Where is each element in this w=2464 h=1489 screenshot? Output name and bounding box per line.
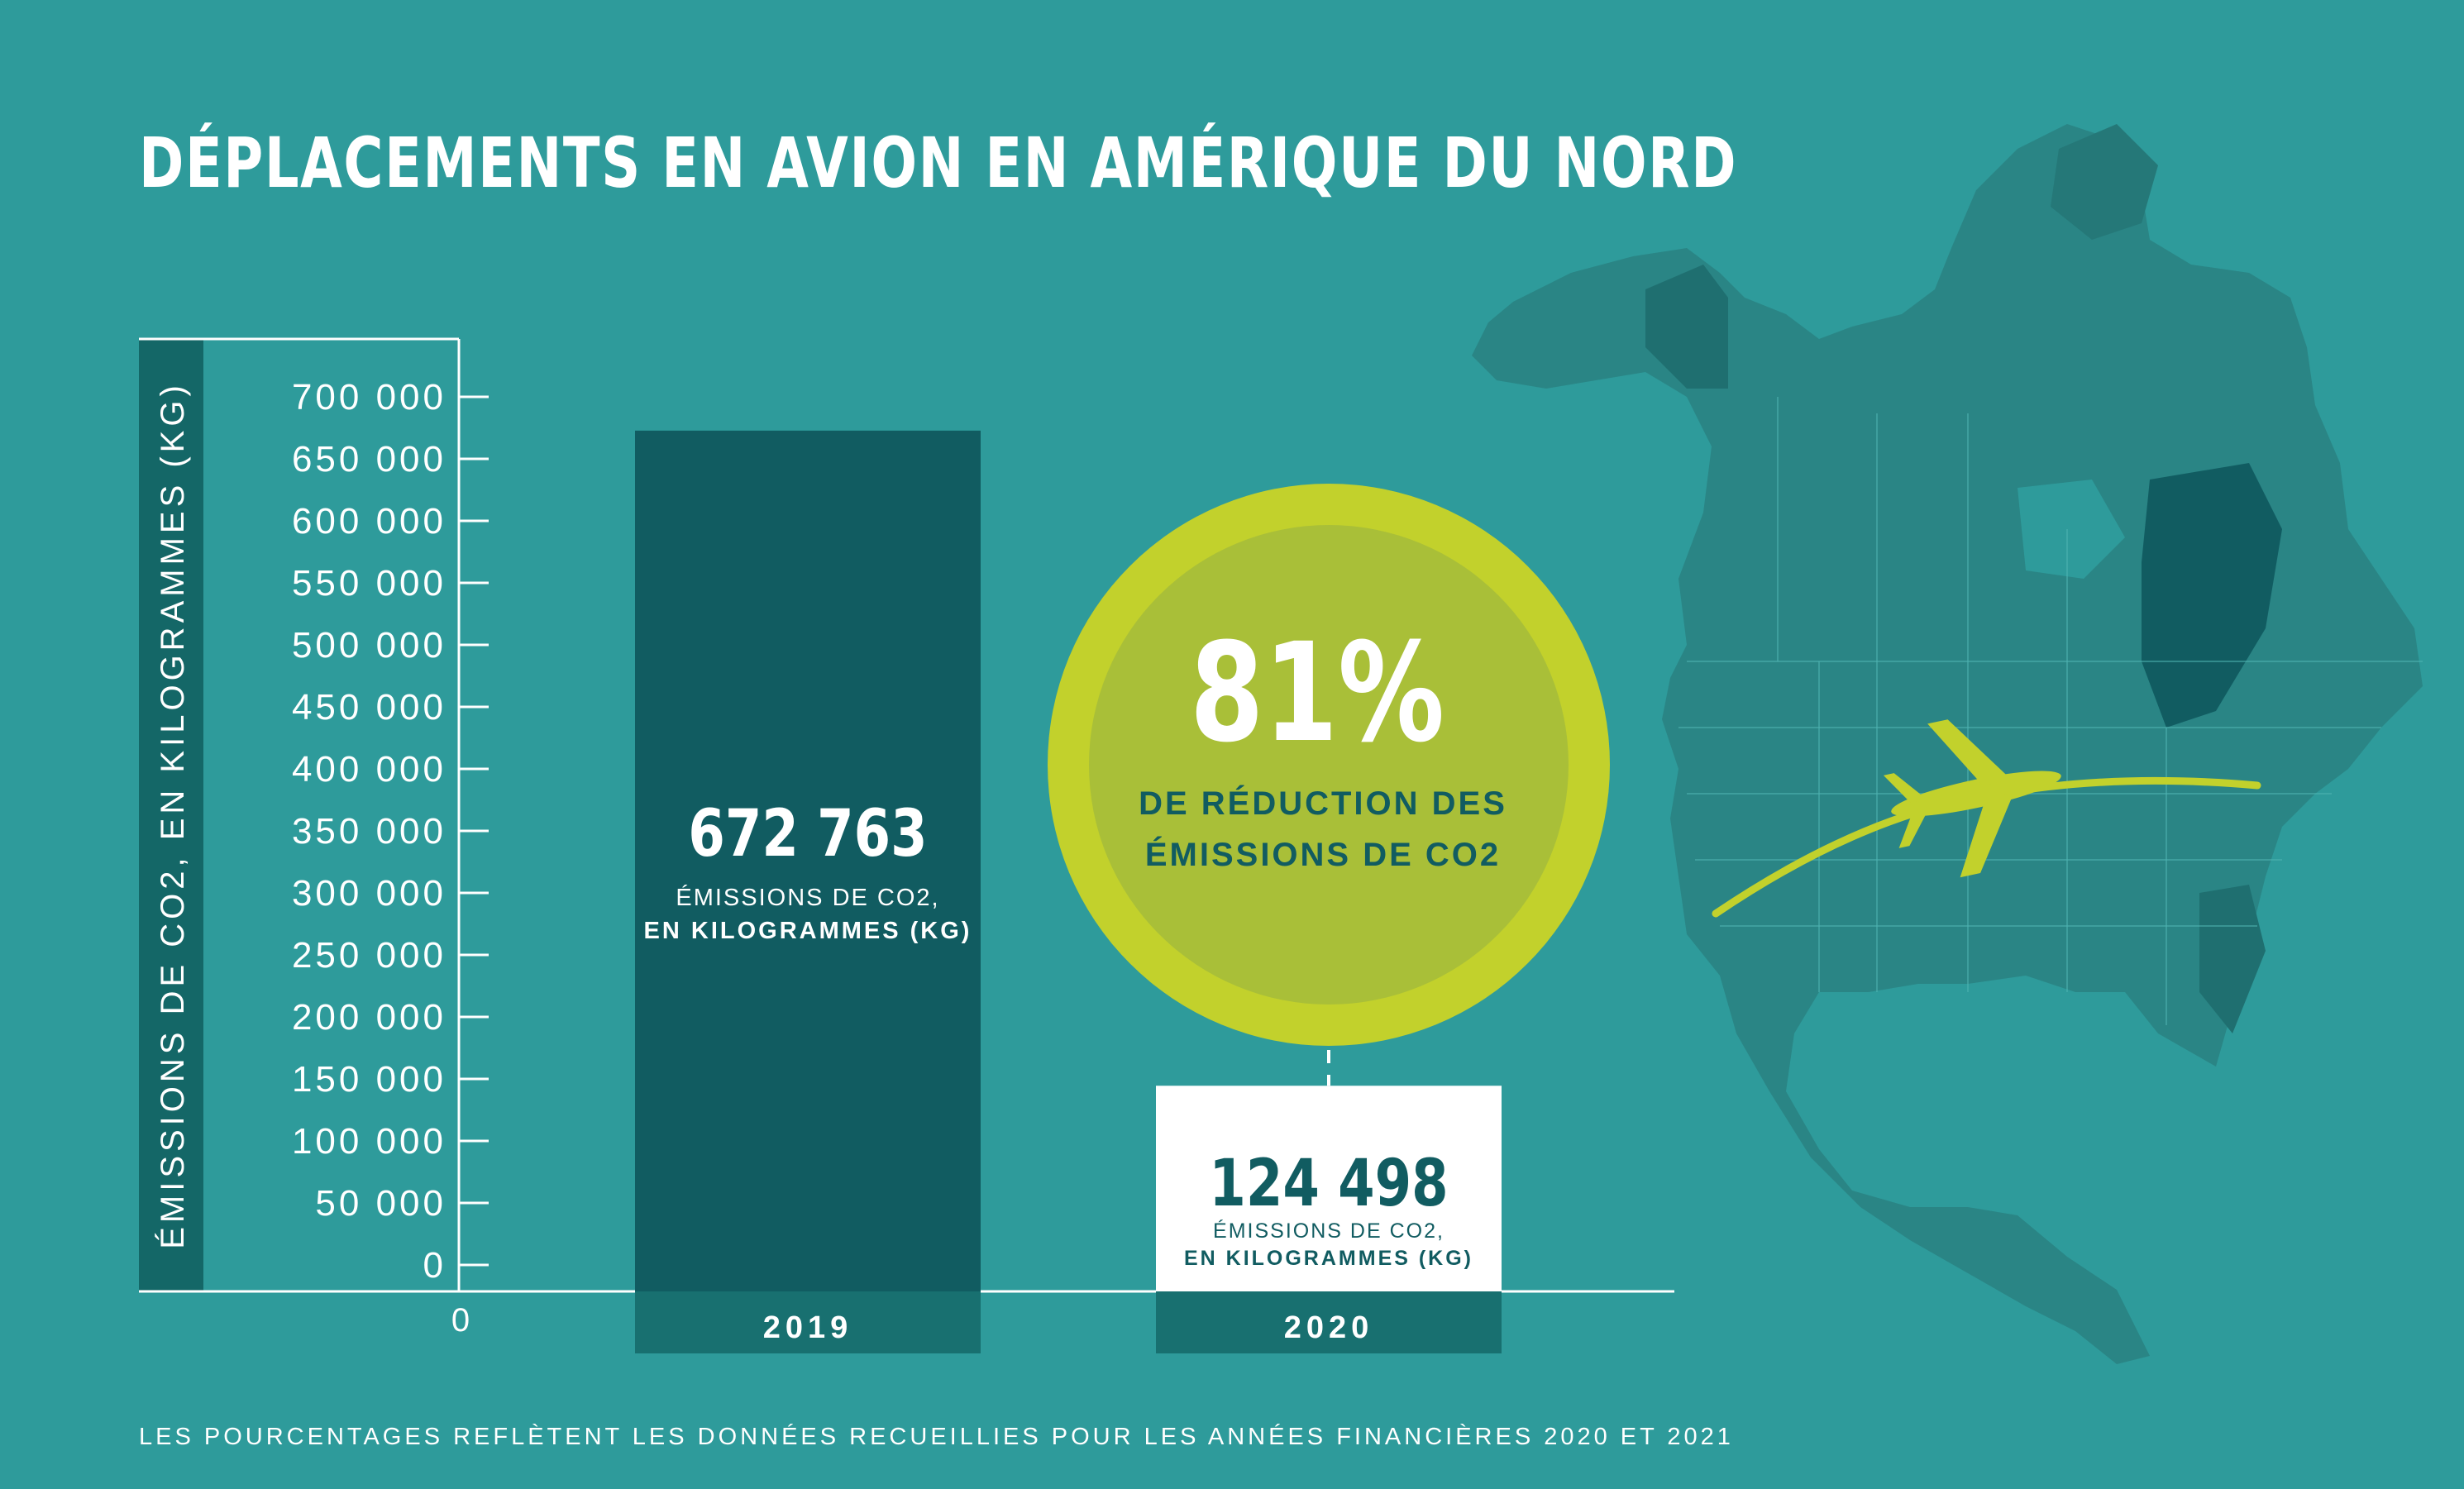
reduction-circle-inner [1089, 525, 1569, 1005]
map-territory [1645, 265, 1728, 389]
y-tick-label: 100 000 [292, 1121, 446, 1162]
y-tick-label: 600 000 [292, 501, 446, 542]
reduction-label: DE RÉDUCTION DES [1139, 785, 1507, 822]
y-tick-label: 400 000 [292, 749, 446, 790]
y-tick-label: 350 000 [292, 811, 446, 852]
y-tick-label: 300 000 [292, 873, 446, 914]
bar-2019 [635, 430, 981, 1292]
airplane-wing [1960, 792, 2014, 878]
data-label-value: 672 763 [688, 796, 927, 871]
y-tick-label: 150 000 [292, 1059, 446, 1100]
data-label-unit: ÉMISSIONS DE CO2, [676, 884, 939, 911]
data-label-unit: EN KILOGRAMMES (KG) [1184, 1247, 1473, 1270]
map-bay [2018, 480, 2125, 579]
y-tick-label: 550 000 [292, 563, 446, 604]
y-tick-label: 0 [423, 1245, 446, 1286]
north-america-map-icon [1472, 124, 2423, 1364]
bar-2020 [1156, 1086, 1502, 1291]
airplane-fuselage [1891, 771, 2061, 817]
airplane-tail [1883, 773, 1927, 803]
x-tick-label: 2019 [763, 1310, 853, 1345]
category-band-2020 [1156, 1291, 1502, 1353]
map-arctic-island [2051, 124, 2158, 240]
y-tick-label: 500 000 [292, 625, 446, 666]
map-state-highlight [2199, 885, 2266, 1033]
airplane-icon [1883, 719, 2061, 878]
y-tick-label: 200 000 [292, 997, 446, 1038]
airplane-wing [1927, 719, 2012, 786]
y-tick-label: 250 000 [292, 935, 446, 976]
data-label-value: 124 498 [1209, 1146, 1448, 1221]
reduction-label: ÉMISSIONS DE CO2 [1145, 836, 1501, 873]
x-tick-label: 2020 [1284, 1310, 1374, 1345]
airplane-tail [1898, 809, 1929, 848]
footnote: LES POURCENTAGES REFLÈTENT LES DONNÉES R… [139, 1424, 1734, 1450]
x-origin-label: 0 [451, 1302, 470, 1339]
data-label-unit: EN KILOGRAMMES (KG) [644, 918, 972, 944]
y-tick-label: 450 000 [292, 687, 446, 728]
y-axis-title: ÉMISSIONS DE CO2, EN KILOGRAMMES (KG) [154, 381, 191, 1249]
y-tick-label: 50 000 [315, 1183, 446, 1224]
category-band-2019 [635, 1291, 981, 1353]
reduction-percent: 81% [1190, 613, 1444, 772]
page-title: DÉPLACEMENTS EN AVION EN AMÉRIQUE DU NOR… [139, 122, 1738, 203]
y-tick-label: 700 000 [292, 377, 446, 418]
y-tick-label: 650 000 [292, 439, 446, 480]
y-axis-label-panel [139, 339, 203, 1291]
data-label-unit: ÉMISSIONS DE CO2, [1213, 1219, 1444, 1243]
